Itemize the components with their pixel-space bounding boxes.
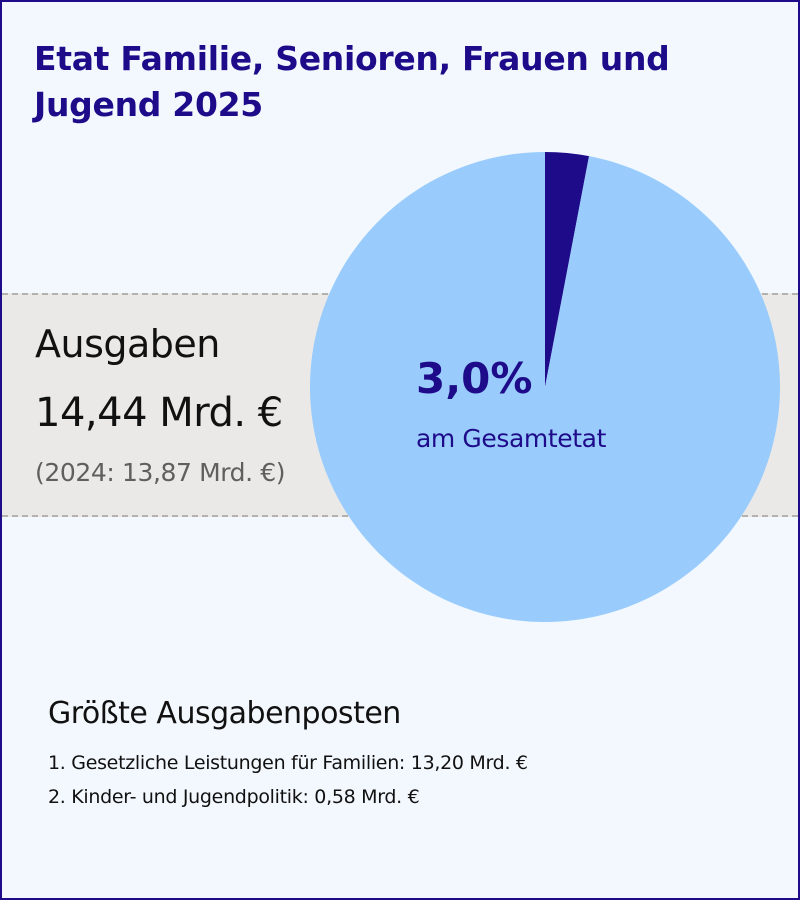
list-item: 1. Gesetzliche Leistungen für Familien: … (48, 752, 528, 774)
summary-previous-year: (2024: 13,87 Mrd. €) (35, 458, 286, 487)
chart-title: Etat Familie, Senioren, Frauen und Jugen… (34, 39, 670, 124)
list-item: 2. Kinder- und Jugendpolitik: 0,58 Mrd. … (48, 786, 420, 808)
largest-items-list: 1. Gesetzliche Leistungen für Familien: … (48, 746, 528, 814)
summary-amount: 14,44 Mrd. € (35, 390, 283, 436)
summary-label: Ausgaben (35, 322, 220, 366)
pie-slice-share (545, 152, 590, 387)
largest-items-title: Größte Ausgabenposten (48, 696, 401, 731)
share-caption: am Gesamtetat (416, 424, 606, 453)
pie-slice-rest (309, 152, 781, 622)
share-value-label: 3,0% (416, 354, 533, 403)
